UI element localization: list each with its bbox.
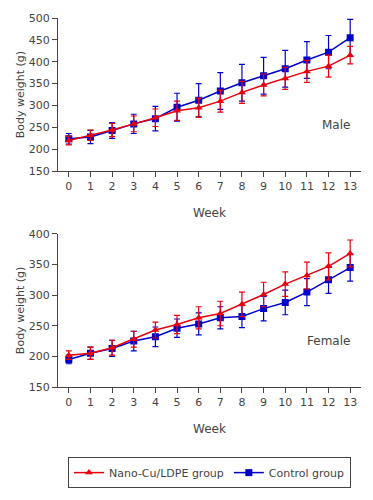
svg-text:8: 8 (238, 180, 245, 193)
svg-text:10: 10 (278, 396, 292, 409)
svg-text:4: 4 (152, 180, 159, 193)
svg-text:Female: Female (307, 334, 350, 348)
svg-text:2: 2 (109, 180, 116, 193)
svg-text:4: 4 (152, 396, 159, 409)
svg-text:500: 500 (29, 12, 50, 25)
svg-text:7: 7 (217, 180, 224, 193)
svg-text:150: 150 (29, 381, 50, 394)
svg-text:Week: Week (193, 422, 226, 436)
svg-text:11: 11 (300, 396, 314, 409)
svg-text:11: 11 (300, 180, 314, 193)
svg-text:200: 200 (29, 350, 50, 363)
svg-text:9: 9 (260, 396, 267, 409)
svg-text:12: 12 (322, 396, 336, 409)
svg-text:9: 9 (260, 180, 267, 193)
svg-text:6: 6 (195, 396, 202, 409)
svg-text:0: 0 (65, 180, 72, 193)
svg-text:1: 1 (87, 180, 94, 193)
svg-text:6: 6 (195, 180, 202, 193)
svg-text:400: 400 (29, 56, 50, 69)
svg-text:10: 10 (278, 180, 292, 193)
svg-text:5: 5 (174, 396, 181, 409)
svg-text:250: 250 (29, 121, 50, 134)
svg-text:Body weight (g): Body weight (g) (14, 267, 27, 354)
svg-text:3: 3 (130, 180, 137, 193)
svg-text:400: 400 (29, 228, 50, 241)
svg-text:200: 200 (29, 143, 50, 156)
svg-text:13: 13 (343, 180, 357, 193)
svg-text:1: 1 (87, 396, 94, 409)
svg-text:5: 5 (174, 180, 181, 193)
svg-text:3: 3 (130, 396, 137, 409)
svg-text:0: 0 (65, 396, 72, 409)
svg-text:2: 2 (109, 396, 116, 409)
svg-text:Nano-Cu/LDPE group: Nano-Cu/LDPE group (109, 467, 224, 480)
svg-text:350: 350 (29, 77, 50, 90)
svg-text:Control group: Control group (269, 467, 344, 480)
svg-text:8: 8 (238, 396, 245, 409)
svg-text:Body weight (g): Body weight (g) (14, 51, 27, 138)
svg-text:Male: Male (322, 118, 350, 132)
svg-text:Week: Week (193, 206, 226, 220)
svg-text:12: 12 (322, 180, 336, 193)
svg-text:300: 300 (29, 289, 50, 302)
svg-text:150: 150 (29, 165, 50, 178)
svg-text:350: 350 (29, 258, 50, 271)
svg-text:7: 7 (217, 396, 224, 409)
svg-text:450: 450 (29, 34, 50, 47)
svg-text:250: 250 (29, 320, 50, 333)
svg-text:300: 300 (29, 99, 50, 112)
svg-text:13: 13 (343, 396, 357, 409)
